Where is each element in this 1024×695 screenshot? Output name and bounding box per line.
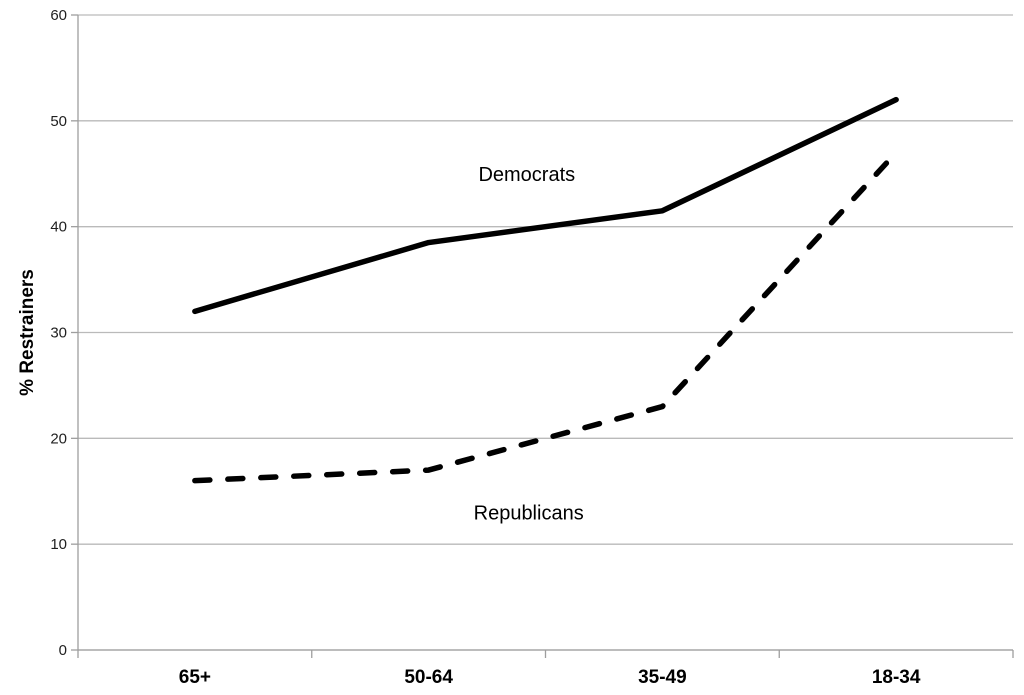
y-tick-label: 0 bbox=[59, 642, 67, 659]
x-tick-label: 50-64 bbox=[404, 667, 453, 688]
y-tick-label: 40 bbox=[50, 219, 67, 236]
x-tick-label: 65+ bbox=[179, 667, 211, 688]
x-tick-label: 35-49 bbox=[638, 667, 687, 688]
y-tick-label: 20 bbox=[50, 430, 67, 447]
series-label-republicans: Republicans bbox=[474, 502, 584, 524]
y-axis-title: % Restrainers bbox=[17, 269, 38, 396]
y-tick-label: 10 bbox=[50, 536, 67, 553]
series-line-republicans bbox=[192, 149, 899, 484]
series-line-democrats bbox=[192, 96, 899, 315]
x-tick-label: 18-34 bbox=[872, 667, 921, 688]
y-tick-label: 60 bbox=[50, 7, 67, 24]
y-tick-label: 50 bbox=[50, 113, 67, 130]
y-tick-label: 30 bbox=[50, 325, 67, 342]
series-label-democrats: Democrats bbox=[478, 164, 575, 186]
